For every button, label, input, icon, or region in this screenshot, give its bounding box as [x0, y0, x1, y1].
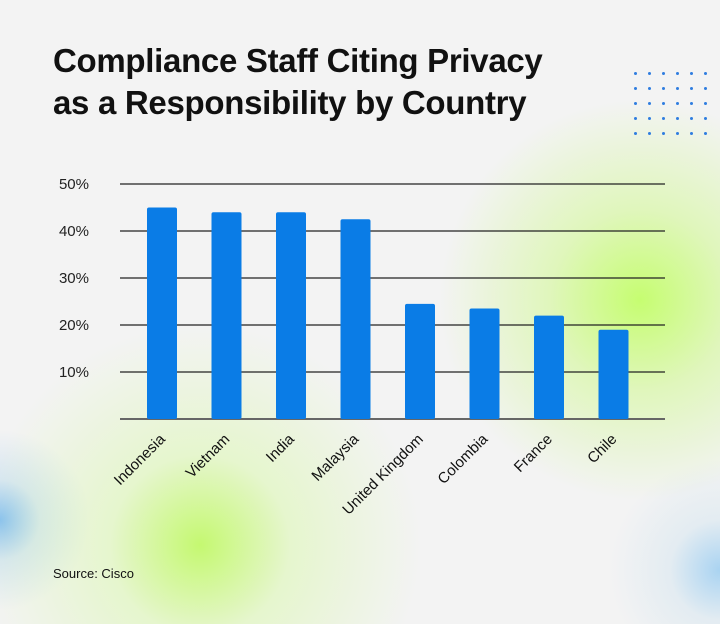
dot — [676, 132, 679, 135]
dot — [662, 72, 665, 75]
x-tick-label: Chile — [584, 431, 620, 467]
dot — [634, 132, 637, 135]
bar-colombia — [469, 308, 500, 419]
x-tick-label: Malaysia — [308, 430, 362, 484]
dot — [634, 72, 637, 75]
y-tick-label: 30% — [59, 270, 89, 287]
chart-title: Compliance Staff Citing Privacy as a Resp… — [53, 42, 543, 121]
dot — [662, 117, 665, 120]
dot — [676, 117, 679, 120]
dot — [690, 102, 693, 105]
x-tick-label: France — [511, 431, 556, 476]
dot — [704, 102, 707, 105]
dot — [662, 102, 665, 105]
x-tick-label: Indonesia — [111, 430, 169, 488]
decorative-dot-grid — [634, 72, 718, 147]
dot — [690, 72, 693, 75]
dot — [648, 72, 651, 75]
y-tick-label: 40% — [59, 223, 89, 240]
y-tick-label: 50% — [59, 176, 89, 193]
x-tick-label: Vietnam — [183, 431, 234, 482]
dot — [662, 132, 665, 135]
dot — [648, 102, 651, 105]
bar-india — [276, 212, 306, 419]
x-tick-label: India — [263, 430, 298, 465]
dot — [704, 117, 707, 120]
dot — [676, 87, 679, 90]
bar-united-kingdom — [405, 303, 435, 419]
dot — [648, 132, 651, 135]
dot — [690, 87, 693, 90]
dot — [704, 72, 707, 75]
bar-indonesia — [147, 207, 177, 419]
dot — [676, 102, 679, 105]
x-tick-label: Colombia — [434, 430, 491, 487]
dot — [662, 87, 665, 90]
dot — [676, 72, 679, 75]
y-tick-label: 20% — [59, 317, 89, 334]
dot — [704, 132, 707, 135]
dot — [704, 87, 707, 90]
bar-france — [534, 315, 564, 419]
dot — [690, 117, 693, 120]
dot — [648, 117, 651, 120]
bar-chile — [598, 329, 629, 419]
bar-vietnam — [211, 212, 242, 419]
y-tick-label: 10% — [59, 364, 89, 381]
bar-malaysia — [340, 219, 371, 419]
dot — [648, 87, 651, 90]
dot — [634, 87, 637, 90]
dot — [634, 117, 637, 120]
dot — [690, 132, 693, 135]
source-note: Source: Cisco — [53, 566, 134, 581]
dot — [634, 102, 637, 105]
